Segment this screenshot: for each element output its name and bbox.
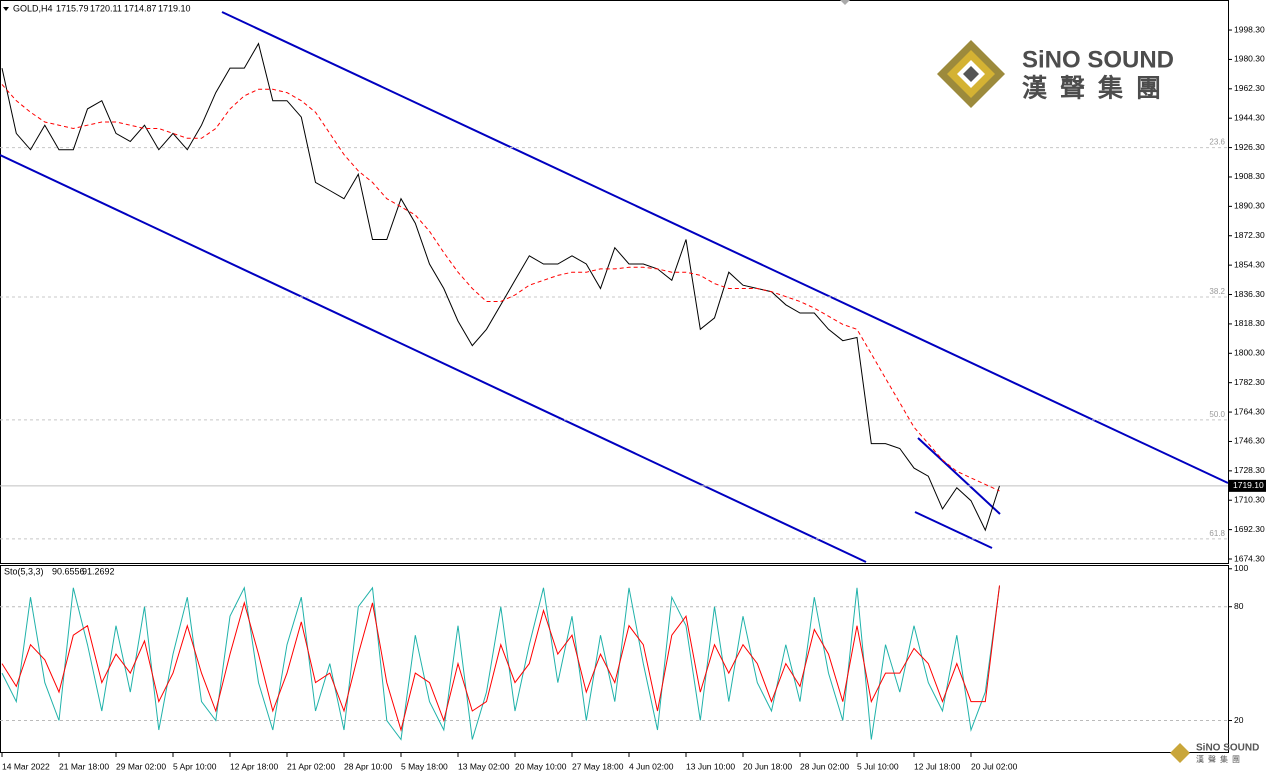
y-tick-label: 1782.30	[1234, 377, 1265, 387]
x-tick-label: 28 Jun 02:00	[800, 761, 849, 771]
small-logo-chinese: 漢聲集團	[1196, 754, 1244, 764]
y-tick-label: 20	[1234, 715, 1244, 725]
logo-center	[963, 66, 979, 82]
y-tick-label: 1692.30	[1234, 524, 1265, 534]
y-tick-label: 1962.30	[1234, 83, 1265, 93]
indicator-signal: 91.2692	[82, 566, 115, 576]
high: 1720.11	[90, 3, 122, 13]
y-tick-label: 80	[1234, 601, 1244, 611]
low: 1714.87	[124, 3, 157, 13]
fib-label: 38.2	[1209, 287, 1225, 296]
trendlines	[0, 11, 1229, 563]
channel-upper	[221, 11, 1229, 484]
logo-chinese: 漢聲集團	[1022, 74, 1174, 103]
x-tick-label: 4 Jun 02:00	[629, 761, 674, 771]
x-tick-label: 5 May 18:00	[401, 761, 448, 771]
x-tick-label: 5 Apr 10:00	[173, 761, 217, 771]
y-tick-label: 1818.30	[1234, 318, 1265, 328]
y-tick-label: 1728.30	[1234, 465, 1265, 475]
fib-label: 23.6	[1209, 138, 1225, 147]
logo-name: SiNO SOUND	[1022, 46, 1174, 73]
y-tick-label: 1746.30	[1234, 436, 1265, 446]
y-tick-label: 1674.30	[1234, 553, 1265, 563]
x-tick-label: 12 Jul 18:00	[914, 761, 961, 771]
x-tick-label: 20 Jul 02:00	[971, 761, 1018, 771]
series-line	[1, 586, 1000, 741]
y-tick-label: 1764.30	[1234, 406, 1265, 416]
y-tick-label: 1854.30	[1234, 259, 1265, 269]
wedge-lower	[914, 511, 993, 549]
wedge-upper	[917, 437, 1001, 515]
x-tick-label: 27 May 18:00	[572, 761, 624, 771]
x-tick-label: 21 Apr 02:00	[287, 761, 335, 771]
y-tick-label: 1710.30	[1234, 494, 1265, 504]
symbol: GOLD,H4	[13, 3, 53, 13]
close: 1719.10	[158, 3, 191, 13]
price-panel	[0, 0, 1229, 564]
fib-label: 61.8	[1209, 529, 1225, 538]
x-tick-label: 21 Mar 18:00	[59, 761, 109, 771]
x-tick-label: 28 Apr 10:00	[344, 761, 392, 771]
last-price-box	[1229, 479, 1266, 492]
y-tick-label: 1980.30	[1234, 54, 1265, 64]
indicator-main: 90.6556	[52, 566, 85, 576]
x-tick-label: 20 May 10:00	[515, 761, 567, 771]
y-tick-label: 1944.30	[1234, 112, 1265, 122]
x-tick-label: 5 Jul 10:00	[857, 761, 899, 771]
fib-label: 50.0	[1209, 410, 1225, 419]
y-tick-label: 100	[1234, 563, 1248, 573]
series-line	[1, 585, 1000, 732]
series-line	[1, 84, 1000, 492]
y-tick-label: 1890.30	[1234, 201, 1265, 211]
last-price-label: 1719.10	[1233, 480, 1264, 490]
y-tick-label: 1872.30	[1234, 230, 1265, 240]
y-tick-label: 1800.30	[1234, 348, 1265, 358]
x-tick-label: 20 Jun 18:00	[743, 761, 792, 771]
channel-lower	[0, 154, 867, 563]
x-tick-label: 13 Jun 10:00	[686, 761, 735, 771]
series-line	[1, 42, 1000, 532]
small-logo-name: SiNO SOUND	[1196, 743, 1259, 754]
open: 1715.79	[56, 3, 89, 13]
y-tick-label: 1908.30	[1234, 171, 1265, 181]
y-tick-label: 1926.30	[1234, 142, 1265, 152]
y-tick-label: 1836.30	[1234, 289, 1265, 299]
shift-marker	[840, 0, 850, 5]
x-tick-label: 29 Mar 02:00	[116, 761, 166, 771]
stochastic-panel	[0, 565, 1229, 753]
x-tick-label: 14 Mar 2022	[2, 761, 50, 771]
y-tick-label: 1998.30	[1234, 24, 1265, 34]
x-tick-label: 13 May 02:00	[458, 761, 510, 771]
x-tick-label: 12 Apr 18:00	[230, 761, 278, 771]
logo: SiNO SOUND 漢聲集團 SiNO SOUND 漢聲集團	[937, 40, 1259, 764]
small-logo-diamond	[1170, 743, 1190, 763]
menu-arrow	[3, 7, 9, 11]
indicator-title: Sto(5,3,3)	[4, 566, 44, 576]
